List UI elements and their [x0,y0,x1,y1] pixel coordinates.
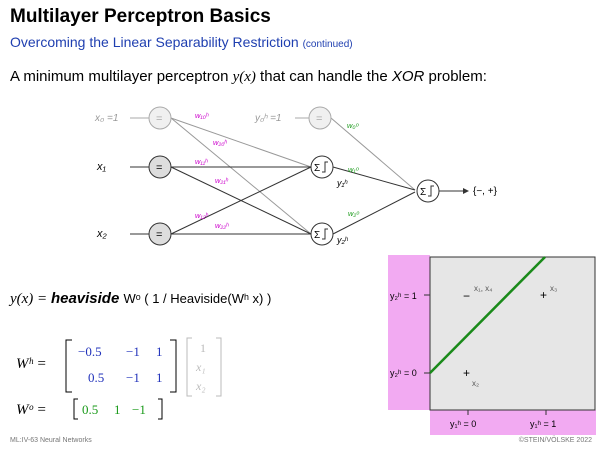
x-axis-band [430,410,596,435]
step-icon [322,228,328,240]
perceptron-network: = = = = Σ Σ Σ x₀ =1 x₁ x₂ y₀ʰ =1 y₁ʰ y₂ʰ… [94,106,498,246]
point-label: x₂ [472,379,479,388]
y-tick-top: y₂ʰ = 1 [390,291,417,301]
input-node-x1 [148,155,172,179]
intro-pre: A minimum multilayer perceptron [10,68,233,85]
point-marker: − [463,289,470,303]
y-axis-band [388,255,430,410]
y0h-label: y₀ʰ =1 [254,113,281,124]
weight-label: w₀ᵒ [347,121,359,130]
x2-label: x₂ [96,228,108,240]
output-label: {−, +} [473,186,498,197]
plot-area [429,256,596,411]
point-marker: + [540,288,547,302]
weight-label: w₂ᵒ [348,209,359,218]
weight-label: w₂₂ʰ [215,221,229,230]
sum-symbol: Σ [420,187,426,198]
x-tick-right: y₁ʰ = 1 [530,419,556,429]
x-tick-left: y₁ʰ = 0 [450,419,476,429]
wh-label: Wʰ = [16,356,47,372]
x-vector-cell: x₂ [195,379,206,393]
intro-post: problem: [424,68,487,85]
eq-arg: Wᵒ ( 1 / Heaviside(Wʰ x) ) [123,291,272,306]
weight-label: w₁ᵒ [348,165,359,174]
wh-cell: 1 [156,370,163,385]
y1h-label: y₁ʰ [336,178,348,188]
node-symbol: = [156,162,162,174]
weight-label: w₂₁ʰ [215,176,229,185]
bias-hidden-node [308,106,332,130]
wo-cell: −1 [132,402,146,417]
sum-symbol: Σ [314,163,320,174]
weight-label: w₂₀ʰ [213,138,227,147]
intro-func: y(x) [232,69,256,85]
decision-plot: y₂ʰ = 1 y₂ʰ = 0 y₁ʰ = 0 y₁ʰ = 1 − x₁, x₄… [388,255,596,435]
y-tick-bottom: y₂ʰ = 0 [390,368,417,378]
y2h-label: y₂ʰ [336,235,349,245]
wo-cell: 0.5 [82,402,98,417]
sum-symbol: Σ [314,230,320,241]
wh-cell: 1 [156,344,163,359]
weight-label: w₁₀ʰ [195,111,209,120]
wh-cell: −1 [126,370,140,385]
footer-left: ML:IV-63 Neural Networks [10,437,92,444]
weight-label: w₁₂ʰ [195,211,209,220]
wh-cell: 0.5 [88,370,104,385]
wo-cell: 1 [114,402,121,417]
intro-mid: that can handle the [255,68,392,85]
eq-heaviside: heaviside [50,290,120,307]
wh-cell: −1 [126,344,140,359]
weight-label: w₁₁ʰ [195,157,208,166]
step-icon [322,161,328,173]
wo-label: Wᵒ = [16,402,47,418]
wh-cell: −0.5 [78,344,102,359]
node-symbol: = [316,113,322,125]
point-label: x₁, x₄ [474,284,492,293]
intro-sentence: A minimum multilayer perceptron y(x) tha… [10,68,487,86]
slide-subtitle: Overcoming the Linear Separability Restr… [10,34,353,50]
point-label: x₃ [550,284,557,293]
x1-label: x₁ [96,161,107,173]
subtitle-text: Overcoming the Linear Separability Restr… [10,34,299,50]
eq-lhs: y(x) = [10,291,51,307]
wo-vector-equation: Wᵒ = 0.5 1 −1 [16,398,163,420]
step-icon [428,185,434,197]
node-symbol: = [156,113,162,125]
point-marker: + [463,366,470,380]
output-equation: y(x) = heaviside Wᵒ ( 1 / Heaviside(Wʰ x… [10,290,271,308]
intro-xor: XOR [391,68,425,85]
footer-right: ©STEIN/VÖLSKE 2022 [518,437,592,444]
node-symbol: = [156,229,162,241]
decision-boundary [429,256,546,374]
slide-title: Multilayer Perceptron Basics [10,6,271,27]
input-node-x2 [148,222,172,246]
x-vector-cell: x₁ [195,360,206,374]
bias-input-node [148,106,172,130]
wh-matrix-equation: Wʰ = −0.5 −1 1 0.5 −1 1 1 x₁ x₂ [16,337,222,397]
x-vector-cell: 1 [200,341,206,355]
x0-label: x₀ =1 [94,113,118,124]
subtitle-note: (continued) [302,39,353,50]
